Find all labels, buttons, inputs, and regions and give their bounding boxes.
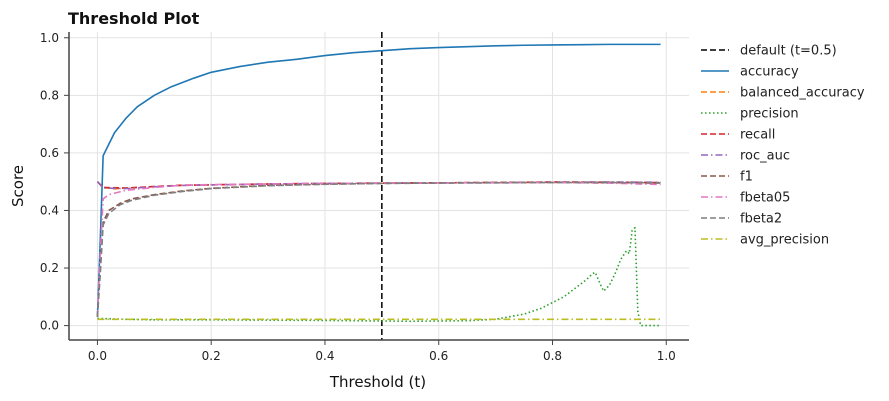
- chart-title: Threshold Plot: [68, 9, 200, 28]
- legend-label-1: accuracy: [740, 65, 799, 80]
- x-tick-label-2: 0.4: [315, 349, 334, 363]
- x-tick-label-4: 0.8: [543, 349, 562, 363]
- legend-label-6: f1: [740, 170, 753, 185]
- legend-label-9: avg_precision: [740, 233, 829, 248]
- legend-label-3: precision: [740, 107, 799, 122]
- legend-label-4: recall: [740, 128, 775, 143]
- x-axis-label: Threshold (t): [329, 373, 426, 391]
- series-line-recall: [96, 181, 661, 189]
- x-tick-label-1: 0.2: [202, 349, 221, 363]
- y-tick-label-4: 0.8: [40, 88, 59, 102]
- y-axis-label: Score: [9, 165, 27, 207]
- legend-label-0: default (t=0.5): [740, 44, 837, 59]
- y-tick-label-2: 0.4: [40, 203, 59, 217]
- grid: [69, 32, 689, 340]
- x-tick-label-0: 0.0: [88, 349, 107, 363]
- legend-label-5: roc_auc: [740, 149, 790, 164]
- x-tick-label-3: 0.6: [429, 349, 448, 363]
- legend-label-8: fbeta2: [740, 212, 782, 227]
- series-line-fbeta2: [96, 181, 661, 318]
- x-tick-label-5: 1.0: [657, 349, 676, 363]
- y-tick-label-1: 0.2: [40, 261, 59, 275]
- series-line-precision: [97, 226, 661, 327]
- series-line-accuracy: [96, 43, 661, 317]
- y-tick-label-3: 0.6: [40, 146, 59, 160]
- legend-label-7: fbeta05: [740, 191, 790, 206]
- axes: [68, 32, 689, 341]
- legend: default (t=0.5) accuracy balanced_accuracy…: [701, 44, 865, 248]
- series-layer: [96, 43, 661, 327]
- ticks: 0.0 0.2 0.4 0.6 0.8 1.0 0.0 0.2 0.4 0.6 0.8 1.0: [40, 31, 676, 363]
- series-line-fbeta05: [96, 181, 661, 318]
- y-tick-label-5: 1.0: [40, 31, 59, 45]
- legend-label-2: balanced_accuracy: [740, 86, 865, 101]
- y-tick-label-0: 0.0: [40, 319, 59, 333]
- series-line-f1: [96, 181, 661, 318]
